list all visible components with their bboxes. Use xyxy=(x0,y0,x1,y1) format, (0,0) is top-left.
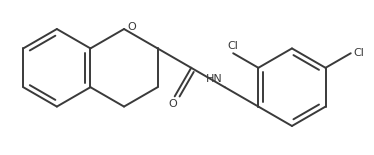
Text: O: O xyxy=(168,100,177,109)
Text: HN: HN xyxy=(206,75,223,84)
Text: Cl: Cl xyxy=(228,41,239,51)
Text: O: O xyxy=(127,22,136,32)
Text: Cl: Cl xyxy=(353,48,364,58)
